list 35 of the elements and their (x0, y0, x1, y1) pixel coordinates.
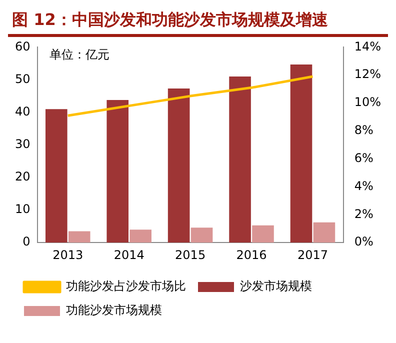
x-tick-label: 2016 (236, 248, 267, 262)
y2-tick-label: 10% (354, 95, 381, 110)
bar (168, 88, 190, 243)
y2-tick-label: 6% (354, 150, 374, 165)
y2-tick-label: 4% (354, 178, 374, 193)
legend-label: 沙发市场规模 (240, 279, 312, 294)
annotation: 单位：亿元 (49, 47, 110, 62)
y-tick-label: 10 (14, 202, 30, 216)
bar (229, 76, 251, 243)
chart-title: 图 12：中国沙发和功能沙发市场规模及增速 (8, 8, 388, 37)
bar (106, 100, 129, 243)
x-tick-label: 2014 (114, 248, 144, 262)
y2-tick-label: 2% (354, 206, 374, 221)
y2-tick-label: 8% (354, 123, 374, 138)
legend-label: 功能沙发市场规模 (66, 303, 162, 318)
bar (252, 225, 274, 243)
y2-tick-label: 12% (354, 67, 381, 82)
bar (190, 228, 213, 243)
bar (45, 109, 68, 243)
y-tick-label: 60 (14, 39, 30, 54)
bar (313, 222, 336, 243)
x-tick-label: 2017 (297, 248, 328, 262)
bar (130, 230, 152, 243)
y-tick-label: 30 (14, 137, 30, 152)
y2-tick-label: 0% (354, 234, 374, 249)
x-tick-label: 2015 (175, 248, 206, 262)
legend-label: 功能沙发占沙发市场比 (66, 279, 186, 294)
y-tick-label: 50 (14, 72, 30, 86)
bar (68, 231, 90, 243)
y2-tick-label: 14% (354, 39, 381, 54)
bar (290, 64, 312, 243)
y-tick-label: 20 (14, 170, 30, 184)
y-tick-label: 0 (22, 234, 30, 249)
x-tick-label: 2013 (52, 248, 84, 262)
y-tick-label: 40 (14, 104, 30, 118)
